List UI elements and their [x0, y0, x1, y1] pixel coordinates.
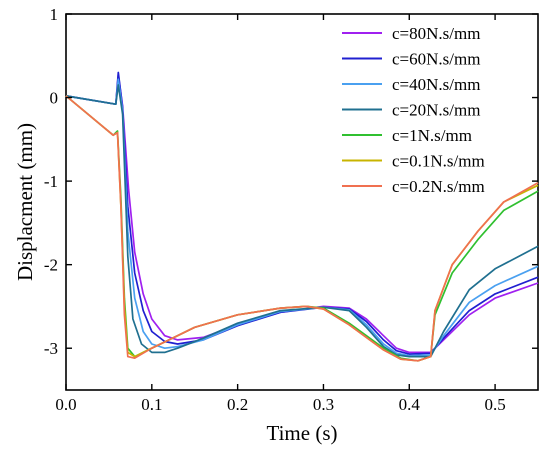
x-tick-label: 0.3	[313, 395, 334, 414]
legend-label: c=0.2N.s/mm	[392, 177, 485, 196]
x-axis: 0.0 0.1 0.2 0.3 0.4 0.5	[55, 14, 506, 414]
series-line-6	[65, 95, 539, 362]
x-tick-label: 0.2	[227, 395, 248, 414]
plot-frame	[65, 13, 539, 391]
x-tick-label: 0.0	[55, 395, 76, 414]
series-layer	[65, 71, 539, 362]
y-tick-label: -2	[44, 256, 58, 275]
series-line-3	[65, 84, 539, 358]
x-tick-label: 0.1	[141, 395, 162, 414]
legend: c=80N.s/mm c=60N.s/mm c=40N.s/mm c=20N.s/mm…	[342, 24, 485, 196]
legend-label: c=80N.s/mm	[392, 24, 480, 43]
y-tick-label: 0	[50, 89, 59, 108]
x-axis-title: Time (s)	[267, 421, 338, 445]
legend-label: c=20N.s/mm	[392, 101, 480, 120]
x-tick-label: 0.4	[399, 395, 421, 414]
y-tick-label: 1	[50, 5, 59, 24]
legend-label: c=40N.s/mm	[392, 75, 480, 94]
y-axis: 1 0 -1 -2 -3	[44, 5, 538, 358]
legend-label: c=0.1N.s/mm	[392, 152, 485, 171]
y-tick-label: -3	[44, 339, 58, 358]
x-tick-label: 0.5	[484, 395, 505, 414]
y-axis-title: Displacment (mm)	[13, 123, 37, 281]
legend-label: c=60N.s/mm	[392, 50, 480, 69]
y-tick-label: -1	[44, 172, 58, 191]
legend-label: c=1N.s/mm	[392, 126, 472, 145]
series-line-2	[65, 78, 539, 357]
